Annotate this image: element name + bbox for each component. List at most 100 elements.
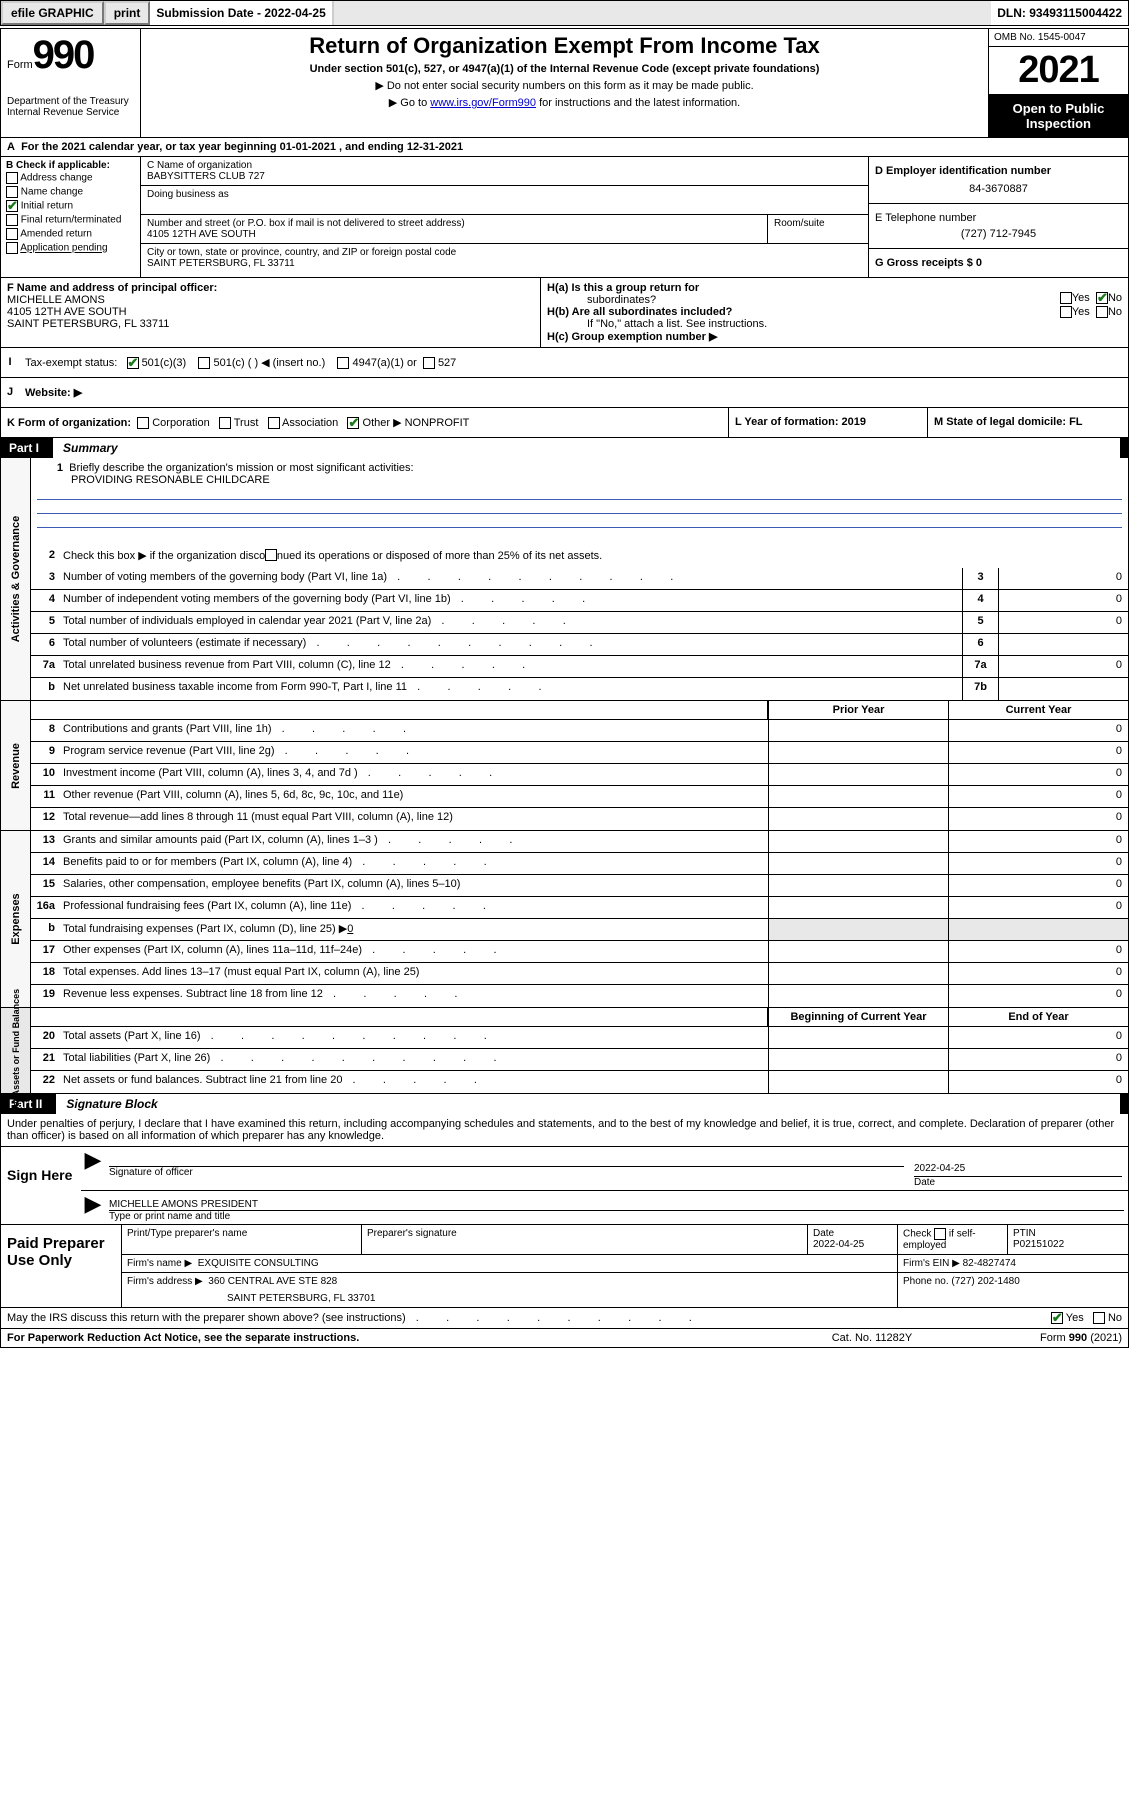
form-word: Form (7, 59, 33, 71)
ha-yes-checkbox[interactable] (1060, 292, 1072, 304)
line-14-current: 0 (948, 853, 1128, 874)
prep-name-header: Print/Type preparer's name (122, 1225, 362, 1254)
line-1-desc: Briefly describe the organization's miss… (69, 462, 413, 474)
self-employed-checkbox[interactable] (934, 1228, 946, 1240)
current-year-header: Current Year (948, 701, 1128, 719)
d-label: D Employer identification number (875, 165, 1122, 177)
chk-final-return-label: Final return/terminated (21, 215, 122, 226)
form990-link[interactable]: www.irs.gov/Form990 (430, 97, 536, 109)
form-number: 990 (33, 33, 94, 77)
chk-501c[interactable] (198, 357, 210, 369)
chk-final-return[interactable]: Final return/terminated (6, 213, 135, 227)
line-21-desc: Total liabilities (Part X, line 26) (63, 1052, 210, 1064)
line-4-value: 0 (998, 590, 1128, 611)
chk-amended-return-label: Amended return (20, 229, 92, 240)
chk-amended-return[interactable]: Amended return (6, 227, 135, 241)
line-20: 20Total assets (Part X, line 16)0 (31, 1027, 1128, 1049)
chk-trust[interactable] (219, 417, 231, 429)
line-22-eoy: 0 (948, 1071, 1128, 1093)
line-12: 12Total revenue—add lines 8 through 11 (… (31, 808, 1128, 830)
line-7b-value (998, 678, 1128, 700)
j-text: Website: ▶ (25, 387, 82, 399)
org-name-row: C Name of organization BABYSITTERS CLUB … (141, 157, 868, 186)
tax-year: 2021 (989, 47, 1128, 95)
address-row: Number and street (or P.O. box if mail i… (141, 215, 868, 244)
firm-name-value: EXQUISITE CONSULTING (198, 1258, 319, 1269)
line-16a: 16aProfessional fundraising fees (Part I… (31, 897, 1128, 919)
line-6-desc: Total number of volunteers (estimate if … (63, 637, 306, 649)
discuss-row: May the IRS discuss this return with the… (1, 1308, 1128, 1329)
firm-name-label: Firm's name ▶ (127, 1258, 192, 1269)
line-16b-desc: Total fundraising expenses (Part IX, col… (63, 923, 347, 935)
line-14: 14Benefits paid to or for members (Part … (31, 853, 1128, 875)
vtab-expenses: Expenses (1, 831, 31, 1007)
part-1-title: Summary (53, 438, 128, 458)
line-14-desc: Benefits paid to or for members (Part IX… (63, 856, 352, 868)
name-title-label: Type or print name and title (109, 1211, 1124, 1222)
line-7a-desc: Total unrelated business revenue from Pa… (63, 659, 391, 671)
prep-date-header: Date (813, 1228, 892, 1239)
irs-label: Internal Revenue Service (7, 107, 134, 118)
chk-initial-return[interactable]: Initial return (6, 199, 135, 213)
hb-yes-checkbox[interactable] (1060, 306, 1072, 318)
chk-assoc[interactable] (268, 417, 280, 429)
dba-row: Doing business as (141, 186, 868, 215)
boc-header: Beginning of Current Year (768, 1008, 948, 1026)
ein-value: 84-3670887 (875, 177, 1122, 195)
chk-application-pending[interactable]: Application pending (6, 241, 135, 255)
firm-addr2: SAINT PETERSBURG, FL 33701 (127, 1287, 892, 1304)
line-7a: 7aTotal unrelated business revenue from … (31, 656, 1128, 678)
line-4-desc: Number of independent voting members of … (63, 593, 451, 605)
chk-corp[interactable] (137, 417, 149, 429)
paid-preparer-label: Paid Preparer Use Only (1, 1225, 121, 1307)
line-15-current: 0 (948, 875, 1128, 896)
officer-name-title: MICHELLE AMONS PRESIDENT (109, 1193, 1124, 1211)
line-9-desc: Program service revenue (Part VIII, line… (63, 745, 275, 757)
line-2-desc: Check this box ▶ if the organization dis… (63, 550, 602, 562)
block-e: E Telephone number (727) 712-7945 (869, 204, 1128, 249)
chk-527[interactable] (423, 357, 435, 369)
line-20-desc: Total assets (Part X, line 16) (63, 1030, 201, 1042)
block-d: D Employer identification number 84-3670… (869, 157, 1128, 204)
part-1-num: Part I (9, 441, 53, 455)
form-note-1: ▶ Do not enter social security numbers o… (149, 75, 980, 92)
efile-graphic-button[interactable]: efile GRAPHIC (1, 1, 104, 25)
line-2-checkbox[interactable] (265, 549, 277, 561)
arrow-icon: ▶ (81, 1147, 105, 1190)
discuss-no-checkbox[interactable] (1093, 1312, 1105, 1324)
eoy-header: End of Year (948, 1008, 1128, 1026)
line-18-current: 0 (948, 963, 1128, 984)
discuss-yes-checkbox[interactable] (1051, 1312, 1063, 1324)
line-16a-current: 0 (948, 897, 1128, 918)
col-header-prior-current: Prior Year Current Year (31, 701, 1128, 720)
header-left: Form990 Department of the Treasury Inter… (1, 29, 141, 137)
hb-no-checkbox[interactable] (1096, 306, 1108, 318)
city-row: City or town, state or province, country… (141, 244, 868, 272)
opt-assoc: Association (282, 417, 338, 429)
note2-pre: ▶ Go to (389, 97, 430, 109)
print-button[interactable]: print (104, 1, 151, 25)
chk-name-change[interactable]: Name change (6, 185, 135, 199)
vtab-revenue: Revenue (1, 701, 31, 830)
line-10-current: 0 (948, 764, 1128, 785)
arrow-icon: ▶ (81, 1191, 105, 1224)
line-17: 17Other expenses (Part IX, column (A), l… (31, 941, 1128, 963)
line-20-eoy: 0 (948, 1027, 1128, 1048)
section-revenue: Revenue Prior Year Current Year 8Contrib… (1, 701, 1128, 831)
k-label: K Form of organization: (7, 417, 131, 429)
chk-501c3[interactable] (127, 357, 139, 369)
chk-address-change[interactable]: Address change (6, 171, 135, 185)
form-subtitle: Under section 501(c), 527, or 4947(a)(1)… (149, 59, 980, 75)
line-8: 8Contributions and grants (Part VIII, li… (31, 720, 1128, 742)
chk-other[interactable] (347, 417, 359, 429)
ha-no-checkbox[interactable] (1096, 292, 1108, 304)
c-label: C Name of organization (147, 160, 862, 171)
line-21: 21Total liabilities (Part X, line 26)0 (31, 1049, 1128, 1071)
discuss-text: May the IRS discuss this return with the… (7, 1312, 406, 1324)
prep-date-value: 2022-04-25 (813, 1239, 892, 1250)
line-15-desc: Salaries, other compensation, employee b… (63, 878, 460, 890)
dept-treasury: Department of the Treasury (7, 96, 134, 107)
chk-4947[interactable] (337, 357, 349, 369)
line-22-desc: Net assets or fund balances. Subtract li… (63, 1074, 342, 1086)
header-center: Return of Organization Exempt From Incom… (141, 29, 988, 137)
